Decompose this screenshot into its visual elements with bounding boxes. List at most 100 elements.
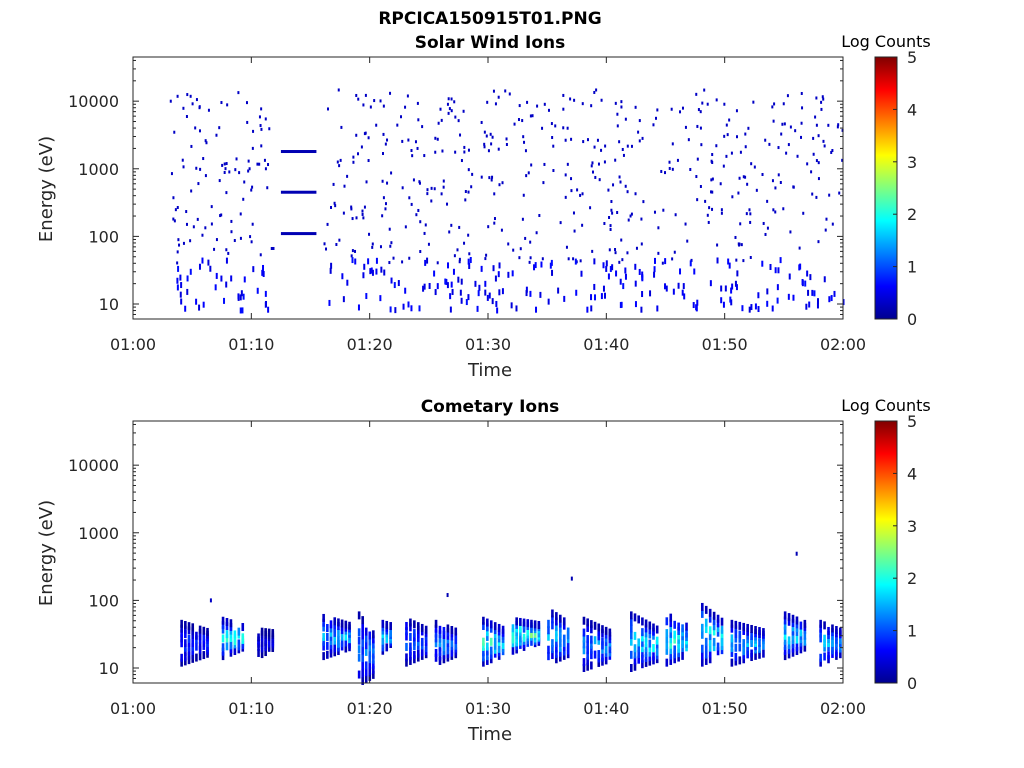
solar-wind-point: [362, 216, 365, 220]
solar-wind-point: [260, 127, 263, 131]
solar-wind-point: [562, 93, 565, 97]
cometary-cell: [652, 656, 655, 665]
cometary-cell: [424, 644, 428, 653]
solar-wind-point: [447, 111, 450, 115]
solar-wind-point: [681, 106, 684, 110]
solar-wind-point: [512, 248, 515, 252]
cometary-cell: [562, 621, 566, 630]
cometary-cell: [586, 640, 589, 649]
cometary-cell: [704, 644, 708, 653]
solar-wind-point: [267, 163, 270, 167]
cometary-cell: [669, 656, 673, 665]
solar-wind-point: [453, 254, 456, 258]
cometary-cell: [586, 657, 589, 666]
cometary-cell: [489, 650, 493, 659]
cometary-cell: [633, 631, 637, 640]
solar-wind-point: [719, 182, 722, 186]
cometary-y-tick-label: 10: [99, 659, 119, 678]
cometary-cell: [799, 628, 803, 637]
solar-wind-point: [421, 125, 424, 129]
cometary-cell: [409, 632, 412, 641]
solar-wind-point: [695, 304, 698, 311]
solar-wind-point: [566, 126, 569, 130]
solar-wind-point: [700, 143, 703, 147]
cometary-cell: [593, 636, 597, 645]
cometary-cell: [783, 652, 787, 661]
solar-wind-point: [757, 306, 760, 313]
solar-wind-point: [355, 133, 358, 137]
solar-wind-point: [624, 184, 627, 188]
solar-wind-point: [808, 301, 811, 308]
solar-wind-colorbar-label: Log Counts: [841, 32, 931, 51]
solar-wind-point: [671, 142, 674, 146]
cometary-cell: [413, 629, 416, 638]
cometary-colorbar-tick-label: 4: [907, 464, 917, 483]
solar-wind-point: [723, 134, 726, 138]
solar-wind-point: [748, 306, 751, 313]
solar-wind-point: [591, 249, 594, 253]
cometary-cell: [322, 618, 325, 627]
solar-wind-point: [676, 158, 679, 162]
solar-wind-point: [531, 114, 534, 118]
solar-wind-point: [672, 288, 675, 295]
solar-wind-point: [483, 142, 486, 146]
solar-wind-point: [371, 245, 374, 249]
solar-wind-point: [243, 276, 246, 283]
cometary-cell: [742, 655, 746, 664]
solar-wind-point: [357, 304, 360, 311]
solar-wind-point: [498, 262, 501, 269]
solar-wind-point: [772, 208, 775, 212]
cometary-cell: [633, 662, 637, 671]
solar-wind-point: [730, 287, 733, 294]
solar-wind-point: [634, 280, 637, 287]
cometary-cell: [655, 636, 659, 645]
solar-wind-point: [351, 257, 354, 264]
cometary-colorbar-tick-label: 0: [907, 674, 917, 693]
solar-wind-point: [810, 170, 813, 174]
cometary-cell: [198, 625, 202, 634]
solar-wind-point: [389, 306, 392, 313]
solar-wind-point: [521, 119, 524, 123]
cometary-cell: [712, 611, 716, 620]
solar-wind-point: [339, 158, 342, 162]
cometary-cell: [601, 641, 604, 650]
cometary-cell: [562, 617, 566, 626]
solar-wind-point: [220, 213, 223, 217]
cometary-cell: [787, 645, 791, 654]
cometary-cell: [637, 644, 640, 653]
solar-wind-point: [766, 199, 769, 203]
solar-wind-point: [464, 189, 467, 193]
solar-wind-point: [564, 195, 567, 199]
solar-wind-point: [493, 192, 496, 196]
solar-wind-point: [338, 238, 341, 242]
solar-wind-x-tick-label: 01:00: [110, 335, 156, 354]
solar-wind-point: [524, 236, 527, 240]
cometary-title: Cometary Ions: [421, 397, 560, 417]
solar-wind-point: [782, 102, 785, 106]
solar-wind-point: [467, 233, 470, 237]
cometary-cell: [823, 639, 826, 648]
cometary-cell: [333, 617, 337, 626]
solar-wind-point: [822, 139, 825, 143]
cometary-cell: [803, 643, 807, 652]
cometary-cell: [357, 628, 361, 637]
solar-wind-point: [513, 122, 516, 126]
solar-wind-point: [449, 293, 452, 300]
solar-wind-point: [239, 212, 242, 216]
solar-wind-point: [494, 275, 497, 282]
cometary-cell: [648, 657, 652, 666]
cometary-cell: [708, 608, 712, 617]
cometary-cell: [364, 661, 368, 670]
cometary-x-tick-label: 01:00: [110, 699, 156, 718]
cometary-cell: [405, 658, 408, 667]
solar-wind-point: [611, 211, 614, 215]
solar-wind-point: [710, 178, 713, 182]
solar-wind-point: [529, 256, 532, 260]
cometary-cell: [368, 666, 372, 675]
cometary-cell: [582, 664, 586, 673]
solar-wind-point: [605, 265, 608, 272]
cometary-cell: [241, 623, 245, 632]
cometary-cell: [438, 630, 442, 639]
cometary-cell: [803, 631, 807, 640]
solar-wind-point: [741, 305, 744, 312]
